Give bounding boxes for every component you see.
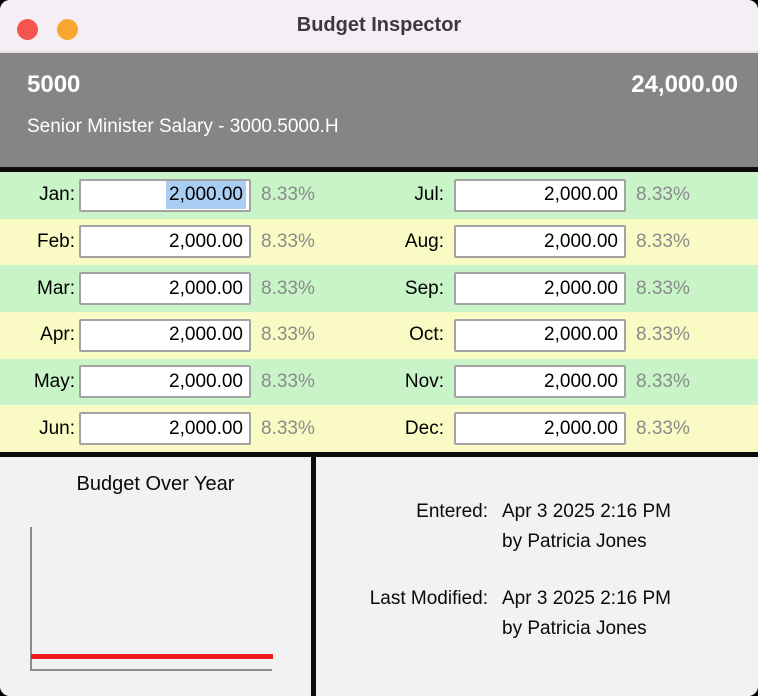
- month-pct-jun: 8.33%: [261, 417, 315, 439]
- month-row-mar-sep: Mar: 2,000.00 8.33% Sep: 2,000.00 8.33%: [0, 265, 758, 312]
- month-pct-aug: 8.33%: [636, 230, 690, 252]
- entered-datetime: Apr 3 2025 2:16 PM: [502, 501, 671, 522]
- month-value-may: 2,000.00: [169, 370, 243, 392]
- account-number: 5000: [27, 71, 81, 98]
- month-row-may-nov: May: 2,000.00 8.33% Nov: 2,000.00 8.33%: [0, 358, 758, 406]
- month-input-apr[interactable]: 2,000.00: [79, 318, 251, 352]
- month-row-apr-oct: Apr: 2,000.00 8.33% Oct: 2,000.00 8.33%: [0, 312, 758, 359]
- modified-by-spacer: [316, 614, 502, 644]
- entered-by-spacer: [316, 527, 502, 557]
- modified-by: by Patricia Jones: [502, 618, 647, 639]
- month-input-feb[interactable]: 2,000.00: [79, 225, 251, 259]
- month-value-jun: 2,000.00: [169, 417, 243, 439]
- account-description: Senior Minister Salary - 3000.5000.H: [27, 116, 339, 137]
- month-input-jun[interactable]: 2,000.00: [79, 412, 251, 446]
- month-label-oct: Oct:: [409, 324, 444, 346]
- chart-title: Budget Over Year: [76, 473, 235, 495]
- month-label-mar: Mar:: [37, 277, 75, 299]
- month-value-jul: 2,000.00: [544, 184, 618, 206]
- bottom-divider: [311, 457, 316, 696]
- entered-label: Entered:: [416, 501, 488, 522]
- month-value-nov: 2,000.00: [544, 370, 618, 392]
- month-grid: Jan: 2,000.00 8.33% Jul: 2,000.00 8.33% …: [0, 172, 758, 452]
- month-value-feb: 2,000.00: [169, 230, 243, 252]
- month-pct-may: 8.33%: [261, 370, 315, 392]
- month-input-aug[interactable]: 2,000.00: [454, 225, 626, 259]
- month-input-may[interactable]: 2,000.00: [79, 365, 251, 399]
- month-input-dec[interactable]: 2,000.00: [454, 412, 626, 446]
- annual-total: 24,000.00: [631, 71, 738, 98]
- month-label-nov: Nov:: [404, 370, 444, 392]
- month-pct-dec: 8.33%: [636, 417, 690, 439]
- month-value-sep: 2,000.00: [544, 277, 618, 299]
- month-row-jan-jul: Jan: 2,000.00 8.33% Jul: 2,000.00 8.33%: [0, 172, 758, 219]
- month-pct-feb: 8.33%: [261, 230, 315, 252]
- entry-info-panel: Entered: Apr 3 2025 2:16 PM by Patricia …: [316, 457, 758, 696]
- entered-block: Entered: Apr 3 2025 2:16 PM by Patricia …: [316, 497, 758, 557]
- month-label-feb: Feb:: [36, 230, 75, 252]
- month-input-jan[interactable]: 2,000.00: [79, 178, 251, 212]
- account-header: 5000 24,000.00 Senior Minister Salary - …: [0, 53, 758, 167]
- month-input-jul[interactable]: 2,000.00: [454, 178, 626, 212]
- month-label-dec: Dec:: [404, 417, 444, 439]
- chart-x-axis: [30, 669, 272, 671]
- grid-bottom-separator: [0, 452, 758, 457]
- modified-label: Last Modified:: [369, 588, 488, 609]
- month-value-mar: 2,000.00: [169, 277, 243, 299]
- window-title: Budget Inspector: [296, 14, 462, 36]
- month-row-feb-aug: Feb: 2,000.00 8.33% Aug: 2,000.00 8.33%: [0, 218, 758, 266]
- modified-datetime: Apr 3 2025 2:16 PM: [502, 588, 671, 609]
- month-pct-sep: 8.33%: [636, 277, 690, 299]
- month-pct-jan: 8.33%: [261, 184, 315, 206]
- month-input-oct[interactable]: 2,000.00: [454, 318, 626, 352]
- month-pct-oct: 8.33%: [636, 324, 690, 346]
- month-value-jan: 2,000.00: [166, 181, 246, 210]
- entered-by: by Patricia Jones: [502, 531, 647, 552]
- header-separator: [0, 167, 758, 172]
- chart-y-axis: [30, 527, 32, 671]
- month-value-apr: 2,000.00: [169, 324, 243, 346]
- month-label-jan: Jan:: [39, 184, 75, 206]
- month-pct-jul: 8.33%: [636, 184, 690, 206]
- month-label-sep: Sep:: [404, 277, 444, 299]
- month-pct-apr: 8.33%: [261, 324, 315, 346]
- title-bar[interactable]: Budget Inspector: [0, 0, 758, 53]
- bottom-section: Budget Over Year Entered: Apr 3 2025 2:1…: [0, 457, 758, 696]
- month-label-apr: Apr:: [40, 324, 75, 346]
- month-input-mar[interactable]: 2,000.00: [79, 272, 251, 306]
- month-input-sep[interactable]: 2,000.00: [454, 272, 626, 306]
- traffic-lights: [17, 19, 78, 40]
- month-pct-nov: 8.33%: [636, 370, 690, 392]
- month-value-oct: 2,000.00: [544, 324, 618, 346]
- month-row-jun-dec: Jun: 2,000.00 8.33% Dec: 2,000.00 8.33%: [0, 405, 758, 452]
- month-label-jun: Jun:: [39, 417, 75, 439]
- budget-chart-panel: Budget Over Year: [0, 457, 311, 696]
- month-label-aug: Aug:: [404, 230, 444, 252]
- minimize-button[interactable]: [57, 19, 78, 40]
- month-input-nov[interactable]: 2,000.00: [454, 365, 626, 399]
- month-value-aug: 2,000.00: [544, 230, 618, 252]
- month-pct-mar: 8.33%: [261, 277, 315, 299]
- modified-block: Last Modified: Apr 3 2025 2:16 PM by Pat…: [316, 584, 758, 644]
- month-label-jul: Jul:: [414, 184, 444, 206]
- month-value-dec: 2,000.00: [544, 417, 618, 439]
- month-label-may: May:: [33, 370, 75, 392]
- close-button[interactable]: [17, 19, 38, 40]
- chart-budget-line: [31, 654, 273, 659]
